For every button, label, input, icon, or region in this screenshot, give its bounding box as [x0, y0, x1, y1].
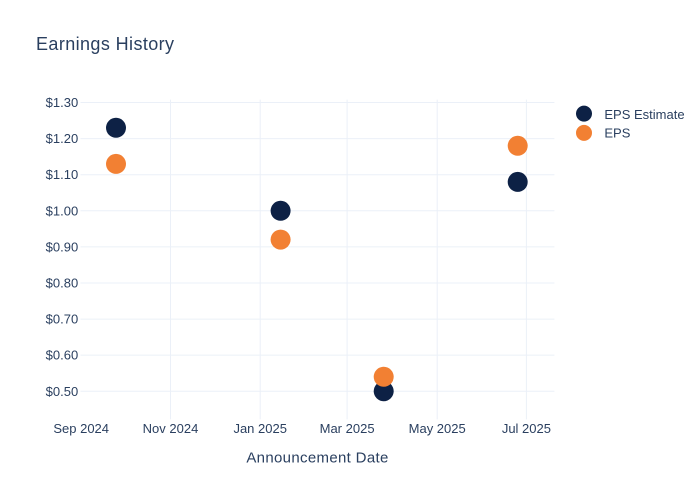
svg-text:Mar 2025: Mar 2025	[320, 421, 375, 436]
svg-text:May 2025: May 2025	[409, 421, 466, 436]
svg-text:EPS: EPS	[604, 126, 630, 141]
svg-text:Sep 2024: Sep 2024	[53, 421, 109, 436]
svg-text:$1.00: $1.00	[46, 203, 79, 218]
svg-text:Nov 2024: Nov 2024	[143, 421, 199, 436]
svg-text:Jan 2025: Jan 2025	[233, 421, 287, 436]
svg-text:Jul 2025: Jul 2025	[502, 421, 551, 436]
svg-text:$0.70: $0.70	[46, 312, 79, 327]
svg-text:$1.30: $1.30	[46, 95, 79, 110]
svg-text:Announcement Date: Announcement Date	[246, 450, 388, 467]
svg-text:EPS Estimate: EPS Estimate	[604, 107, 684, 122]
svg-text:$0.90: $0.90	[46, 239, 79, 254]
svg-text:$1.20: $1.20	[46, 131, 79, 146]
svg-text:$1.10: $1.10	[46, 167, 79, 182]
svg-text:$0.50: $0.50	[46, 384, 79, 399]
svg-text:$0.80: $0.80	[46, 276, 79, 291]
svg-text:Earnings History: Earnings History	[36, 34, 174, 54]
svg-text:$0.60: $0.60	[46, 348, 79, 363]
